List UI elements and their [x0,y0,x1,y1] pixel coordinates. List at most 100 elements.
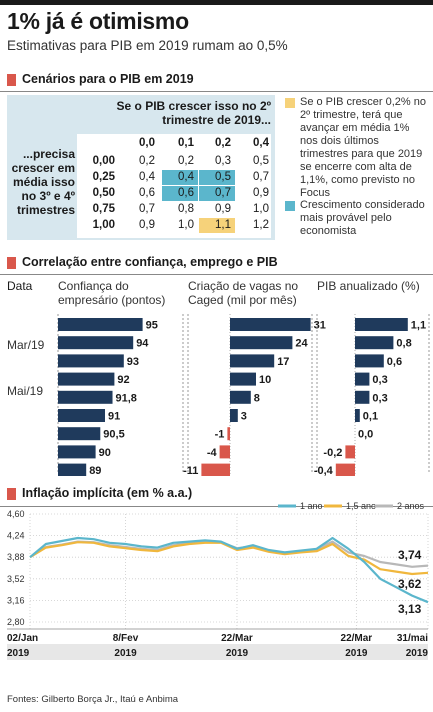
page-title: 1% já é otimismo [7,8,189,34]
scenario-col-value: 0,4 [253,137,269,149]
source-note: Fontes: Gilberto Borça Jr., Itaú e Anbim… [7,694,179,705]
divider [0,506,433,507]
scenario-cell: 0,4 [139,171,155,183]
bar-label: 89 [89,465,101,476]
bar [230,409,238,422]
bar-label: -11 [183,465,198,476]
section-marker [7,257,16,269]
scenario-table-panel: Se o PIB crescer isso no 2º trimestre de… [7,95,275,240]
scenario-col-value: 0,2 [215,137,231,149]
x-date-label: 02/Jan [7,633,38,644]
scenario-cell: 1,0 [253,203,269,215]
bar-label: 0,8 [396,338,411,350]
bar-label: -4 [207,447,218,459]
x-date-label: 8/Fev [113,633,139,644]
panel1-title: Confiança do empresário (pontos) [58,279,166,307]
scenario-cell: 0,2 [139,155,155,167]
y-tick-label: 2,80 [7,617,25,627]
panel3-title: PIB anualizado (%) [317,279,420,293]
y-tick-label: 4,60 [7,509,25,519]
bar-label: 1,1 [411,320,426,332]
scenario-row-value: 0,00 [92,155,115,167]
bar-label: 31 [314,320,326,332]
series-line-1 [29,536,429,604]
scenario-cell: 0,4 [162,170,198,185]
legend-teal-text: Crescimento considerado mais provável pe… [300,199,425,237]
scenario-grid: 0,0 0,1 0,2 0,4 0,00 0,25 0,50 0,75 1,00 0,2 0,2 0,… [77,134,271,238]
bar [227,427,230,441]
scenario-row-value: 0,25 [92,171,115,183]
section-marker [7,74,16,86]
bar [58,372,115,386]
bar [335,463,355,476]
bar-label: 0,1 [363,411,378,423]
correlation-heading: Correlação entre confiança, emprego e PI… [7,255,432,273]
bar-label: 17 [277,356,289,368]
legend-label: 1 ano [300,501,323,511]
bar [345,445,355,459]
scenario-cell: 0,5 [253,155,269,167]
callout-value: 3,13 [398,602,422,616]
bar [58,463,87,476]
divider [0,274,433,275]
bar-label: 95 [146,320,158,332]
scenario-cell: 0,7 [199,186,235,201]
inflation-heading: Inflação implícita (em % a.a.) [7,486,432,504]
bar [219,445,230,459]
page-subtitle: Estimativas para PIB em 2019 rumam ao 0,… [7,38,288,53]
legend-yellow-swatch [285,98,295,108]
bar [355,318,408,331]
x-year-label: 2019 [226,648,249,659]
bar [355,354,384,368]
bar [58,409,105,422]
row-label-mar19: Mar/19 [7,338,45,352]
x-year-label: 2019 [114,648,137,659]
bar [58,427,101,441]
scenario-cell: 0,9 [253,187,269,199]
bar-label: 91,8 [116,392,137,404]
scenario-cell: 0,7 [253,171,269,183]
bar-label: 91 [108,411,120,423]
x-date-label: 22/Mar [341,633,373,644]
y-tick-label: 3,16 [7,595,25,605]
bar [201,463,230,476]
bar-label: 93 [127,356,139,368]
year-band [7,644,428,660]
scenario-cell: 0,7 [139,203,155,215]
scenario-cell: 0,8 [178,203,194,215]
bar-label: 8 [254,392,260,404]
bar-label: 3 [241,411,247,423]
scenario-row-header: ...precisa crescer em média isso no 3º e… [11,147,75,217]
bar-panel-3: 1,10,80,60,30,30,10,0-0,2-0,4 [314,314,430,476]
bar [230,318,311,331]
bar-label: -1 [215,429,225,441]
scenario-col-value: 0,1 [178,137,194,149]
scenario-cell: 0,5 [199,170,235,185]
y-tick-label: 3,52 [7,574,25,584]
inflation-line-chart: 4,60 4,24 3,88 3,52 3,16 2,80 1 ano 1,5 ano 2 an… [7,501,429,660]
bar-label: -0,2 [323,447,342,459]
scenario-cell: 0,9 [215,203,231,215]
correlation-bar-charts: 95 94 93 92 91,8 91 90,5 90 89 31 24 17 10 83 -1 -4 -11 1… [57,314,430,476]
x-date-label: 31/mai [397,633,428,644]
bar-label: 0,6 [387,356,402,368]
scenario-cell: 1,1 [199,218,235,233]
x-date-label: 22/Mar [221,633,253,644]
bar-label: 10 [259,374,271,386]
legend-teal-swatch [285,201,295,211]
callout-value: 3,62 [398,577,422,591]
bar-label: 0,3 [372,392,387,404]
scenario-row-value: 0,75 [92,203,115,215]
bar-label: -0,4 [314,465,334,476]
top-rule [0,0,433,5]
bar [355,372,370,386]
bar-label: 0,0 [358,429,373,441]
bar [355,409,360,422]
bar [58,336,134,350]
scenario-cell: 1,2 [253,219,269,231]
data-column-label: Data [7,279,33,293]
row-label-mai19: Mai/19 [7,384,44,398]
bar [355,390,370,404]
bar [230,390,251,404]
scenario-col-header: Se o PIB crescer isso no 2º trimestre de… [116,99,271,127]
